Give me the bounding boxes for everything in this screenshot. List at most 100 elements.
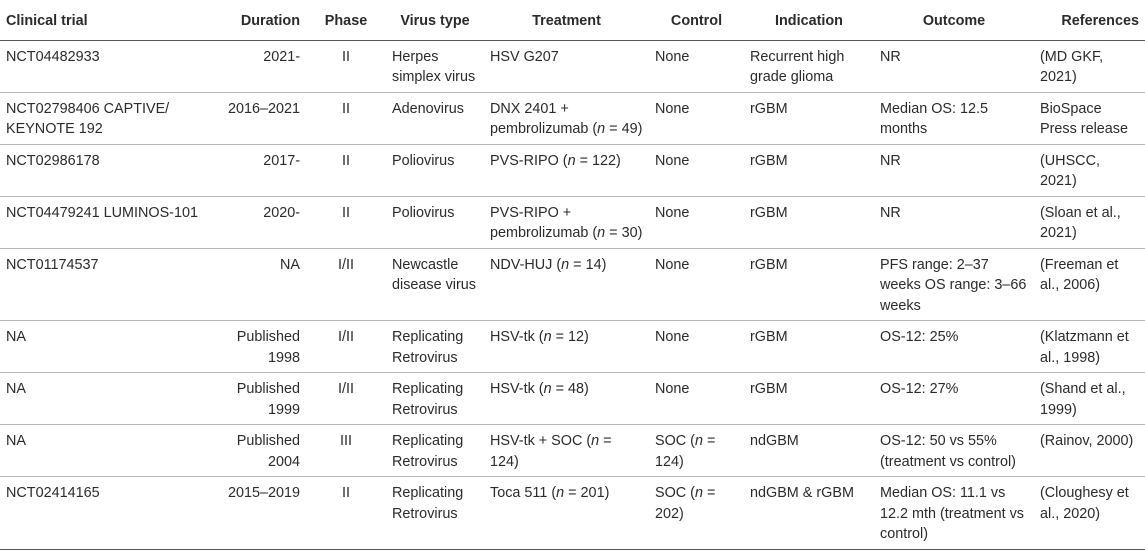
cell-phase: II — [306, 476, 386, 550]
table-row: NCT04479241 LUMINOS-101 2020- II Poliovirus… — [0, 196, 1145, 249]
cell-virus: Herpes simplex virus — [386, 40, 484, 93]
cell-indication: rGBM — [744, 144, 874, 197]
table-row: NA Published 2004 III Replicating Retroviru… — [0, 424, 1145, 477]
cell-control: None — [649, 372, 744, 425]
cell-outcome: OS-12: 27% — [874, 372, 1034, 425]
cell-control: SOC (n = 202) — [649, 476, 744, 550]
cell-duration: 2015–2019 — [218, 476, 306, 550]
cell-trial: NCT02798406 CAPTIVE/ KEYNOTE 192 — [0, 92, 218, 145]
cell-trial: NCT02414165 — [0, 476, 218, 550]
cell-indication: Recurrent high grade glioma — [744, 40, 874, 93]
header-outcome: Outcome — [874, 5, 1034, 41]
cell-virus: Replicating Retrovirus — [386, 372, 484, 425]
cell-references: (UHSCC, 2021) — [1034, 144, 1145, 197]
cell-trial: NA — [0, 320, 218, 373]
cell-treatment: DNX 2401 + pembrolizumab (n = 49) — [484, 92, 649, 145]
cell-treatment: HSV G207 — [484, 40, 649, 93]
cell-virus: Poliovirus — [386, 144, 484, 197]
cell-virus: Poliovirus — [386, 196, 484, 249]
cell-references: BioSpace Press release — [1034, 92, 1145, 145]
cell-duration: 2020- — [218, 196, 306, 249]
cell-indication: ndGBM — [744, 424, 874, 477]
cell-virus: Newcastle disease virus — [386, 248, 484, 321]
cell-phase: III — [306, 424, 386, 477]
cell-duration: Published 1999 — [218, 372, 306, 425]
cell-control: None — [649, 40, 744, 93]
cell-trial: NCT04482933 — [0, 40, 218, 93]
header-clinical-trial: Clinical trial — [0, 5, 218, 41]
cell-outcome: Median OS: 12.5 months — [874, 92, 1034, 145]
header-indication: Indication — [744, 5, 874, 41]
cell-references: (Klatzmann et al., 1998) — [1034, 320, 1145, 373]
header-control: Control — [649, 5, 744, 41]
cell-indication: ndGBM & rGBM — [744, 476, 874, 550]
cell-references: (MD GKF, 2021) — [1034, 40, 1145, 93]
cell-indication: rGBM — [744, 372, 874, 425]
cell-trial: NA — [0, 424, 218, 477]
cell-outcome: Median OS: 11.1 vs 12.2 mth (treatment v… — [874, 476, 1034, 550]
cell-phase: II — [306, 144, 386, 197]
cell-phase: II — [306, 196, 386, 249]
cell-indication: rGBM — [744, 92, 874, 145]
table-row: NA Published 1999 I/II Replicating Retrovir… — [0, 372, 1145, 425]
cell-treatment: NDV-HUJ (n = 14) — [484, 248, 649, 321]
cell-trial: NCT01174537 — [0, 248, 218, 321]
cell-trial: NA — [0, 372, 218, 425]
header-duration: Duration — [218, 5, 306, 41]
cell-outcome: OS-12: 50 vs 55% (treatment vs control) — [874, 424, 1034, 477]
cell-references: (Rainov, 2000) — [1034, 424, 1145, 477]
cell-treatment: Toca 511 (n = 201) — [484, 476, 649, 550]
cell-virus: Replicating Retrovirus — [386, 320, 484, 373]
table-header: Clinical trial Duration Phase Virus type… — [0, 5, 1145, 41]
header-virus-type: Virus type — [386, 5, 484, 41]
cell-duration: NA — [218, 248, 306, 321]
cell-control: None — [649, 92, 744, 145]
cell-treatment: HSV-tk (n = 48) — [484, 372, 649, 425]
table-row: NCT01174537 NA I/II Newcastle disease virus… — [0, 248, 1145, 321]
cell-trial: NCT04479241 LUMINOS-101 — [0, 196, 218, 249]
table-row: NCT02414165 2015–2019 II Replicating Retrov… — [0, 476, 1145, 550]
cell-phase: I/II — [306, 248, 386, 321]
cell-phase: II — [306, 92, 386, 145]
table-row: NA Published 1998 I/II Replicating Retrovir… — [0, 320, 1145, 373]
clinical-trials-table: Clinical trial Duration Phase Virus type… — [0, 5, 1145, 550]
cell-treatment: PVS-RIPO (n = 122) — [484, 144, 649, 197]
cell-references: (Cloughesy et al., 2020) — [1034, 476, 1145, 550]
cell-outcome: NR — [874, 40, 1034, 93]
cell-control: SOC (n = 124) — [649, 424, 744, 477]
cell-outcome: OS-12: 25% — [874, 320, 1034, 373]
cell-phase: I/II — [306, 372, 386, 425]
cell-treatment: HSV-tk (n = 12) — [484, 320, 649, 373]
header-phase: Phase — [306, 5, 386, 41]
table-row: NCT04482933 2021- II Herpes simplex virus HS… — [0, 40, 1145, 93]
cell-trial: NCT02986178 — [0, 144, 218, 197]
cell-treatment: PVS-RIPO + pembrolizumab (n = 30) — [484, 196, 649, 249]
header-treatment: Treatment — [484, 5, 649, 41]
cell-phase: II — [306, 40, 386, 93]
cell-outcome: NR — [874, 196, 1034, 249]
table-row: NCT02986178 2017- II Poliovirus PVS-RIPO (n … — [0, 144, 1145, 197]
cell-indication: rGBM — [744, 320, 874, 373]
table-body: NCT04482933 2021- II Herpes simplex virus HS… — [0, 40, 1145, 550]
cell-indication: rGBM — [744, 196, 874, 249]
cell-treatment: HSV-tk + SOC (n = 124) — [484, 424, 649, 477]
cell-control: None — [649, 320, 744, 373]
table-row: NCT02798406 CAPTIVE/ KEYNOTE 192 2016–202… — [0, 92, 1145, 145]
cell-references: (Freeman et al., 2006) — [1034, 248, 1145, 321]
cell-indication: rGBM — [744, 248, 874, 321]
cell-duration: Published 1998 — [218, 320, 306, 373]
header-row: Clinical trial Duration Phase Virus type… — [0, 5, 1145, 41]
cell-control: None — [649, 248, 744, 321]
cell-duration: Published 2004 — [218, 424, 306, 477]
cell-virus: Replicating Retrovirus — [386, 476, 484, 550]
cell-references: (Sloan et al., 2021) — [1034, 196, 1145, 249]
cell-duration: 2016–2021 — [218, 92, 306, 145]
cell-phase: I/II — [306, 320, 386, 373]
cell-control: None — [649, 144, 744, 197]
cell-virus: Replicating Retrovirus — [386, 424, 484, 477]
cell-duration: 2021- — [218, 40, 306, 93]
header-references: References — [1034, 5, 1145, 41]
cell-control: None — [649, 196, 744, 249]
cell-outcome: PFS range: 2–37 weeks OS range: 3–66 wee… — [874, 248, 1034, 321]
cell-outcome: NR — [874, 144, 1034, 197]
